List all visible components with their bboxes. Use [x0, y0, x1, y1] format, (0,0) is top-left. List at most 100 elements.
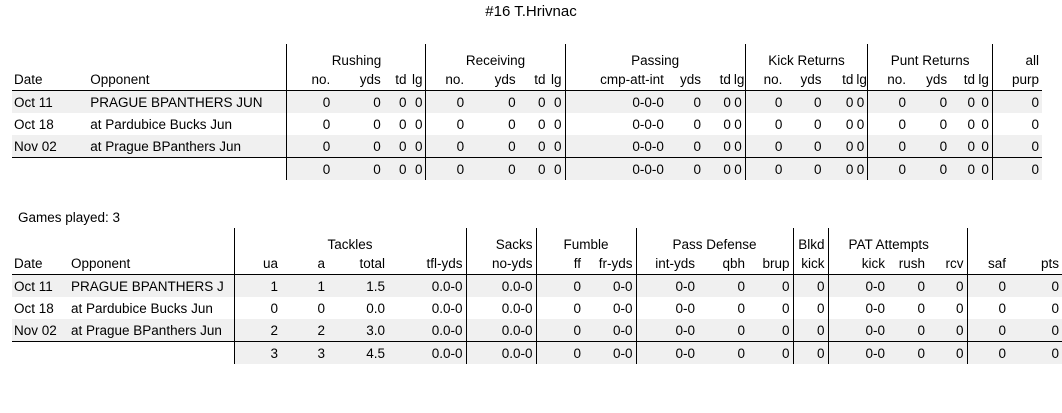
group-receiving: Receiving: [425, 44, 565, 69]
table-cell: 0: [286, 90, 334, 113]
column-header: no.: [286, 69, 334, 91]
table-cell: 0-0: [613, 300, 633, 316]
table-cell: 0: [977, 157, 993, 180]
table-cell: 0: [991, 113, 1042, 135]
table-cell: 0: [845, 116, 854, 132]
table-cell: 0.0-0: [465, 341, 537, 364]
table-cell: 0: [991, 90, 1042, 113]
group-pass-defense: Pass Defense: [635, 228, 794, 253]
table-cell: 0: [981, 116, 989, 132]
offense-group-header-row: Rushing Receiving Passing Kick Returns P…: [12, 44, 1042, 69]
table-cell: 0: [704, 157, 734, 180]
table-row: Oct 11 PRAGUE BPANTHERS J 1 1 1.5 0.0-0 0.0-0 0…: [12, 274, 1062, 297]
column-header: yds: [467, 69, 519, 91]
column-header: purp: [991, 69, 1042, 91]
group-all: all: [991, 44, 1042, 69]
table-cell: 0: [867, 157, 909, 180]
table-row: Oct 18 at Pardubice Bucks Jun 0 0 0 0 0 0 0 0 0-0-…: [12, 113, 1042, 135]
table-cell: 0: [966, 274, 1010, 297]
table-cell: 0: [733, 90, 746, 113]
table-cell: 0: [414, 116, 423, 132]
table-cell: 0: [928, 319, 968, 342]
table-cell: [12, 157, 89, 180]
column-header: no-yds: [465, 253, 537, 275]
table-cell: at Prague BPanthers Jun: [69, 319, 234, 342]
totals-row: 0 0 0 0 0 0 0 0 0-0-0 0 0 0 0 0 0 0 0 0 0 0 0: [12, 157, 1042, 180]
column-header: Opponent: [88, 69, 287, 91]
table-cell: 0: [383, 90, 410, 113]
table-cell: 0: [698, 274, 749, 297]
table-cell: 0: [548, 157, 565, 180]
table-cell: 0: [991, 157, 1042, 180]
column-header: pts: [1009, 253, 1062, 275]
table-cell: 0: [398, 116, 407, 132]
table-cell: 0: [467, 135, 519, 158]
defense-column-header-row: Date Opponent ua a total tfl-yds no-yds ff fr-yd…: [12, 253, 1062, 275]
offense-stats-table: Rushing Receiving Passing Kick Returns P…: [12, 44, 1042, 180]
table-cell: [69, 341, 234, 364]
table-cell: PRAGUE BPANTHERS J: [69, 274, 234, 297]
table-cell: 0: [737, 300, 746, 316]
table-cell: 0.0-0: [465, 319, 537, 342]
column-header: td: [824, 69, 857, 91]
table-cell: 0-0: [827, 341, 889, 364]
table-cell: 3: [281, 341, 328, 364]
table-cell: 0: [409, 135, 426, 158]
totals-row: 3 3 4.5 0.0-0 0.0-0 0 0-0 0-0 0 0 0 0-0 0 0 0 0: [12, 341, 1062, 364]
column-header: ff: [535, 253, 585, 275]
table-cell: 0: [991, 135, 1042, 158]
table-cell: 1.5: [328, 274, 388, 297]
column-header: td: [518, 69, 549, 91]
table-cell: 0: [1009, 341, 1062, 364]
table-cell: 0: [518, 135, 549, 158]
table-cell: 0: [1051, 300, 1060, 316]
table-cell: 0: [535, 297, 585, 319]
table-cell: 0: [704, 90, 734, 113]
table-cell: [12, 341, 69, 364]
table-cell: 0-0: [584, 274, 637, 297]
table-cell: 0: [748, 319, 794, 342]
table-cell: 0: [792, 341, 829, 364]
table-cell: 0: [518, 157, 549, 180]
table-cell: 0: [693, 116, 701, 132]
table-cell: 0: [733, 157, 746, 180]
table-cell: 0: [666, 157, 704, 180]
table-cell: 0: [824, 90, 857, 113]
column-header: no.: [867, 69, 909, 91]
table-cell: 0: [748, 341, 794, 364]
table-cell: 0: [856, 157, 868, 180]
table-cell: 0: [824, 135, 857, 158]
table-cell: 0: [867, 90, 909, 113]
table-cell: 0: [734, 116, 742, 132]
table-cell: 0-0-0: [564, 135, 667, 158]
table-cell: 0: [425, 90, 468, 113]
group-blkd: Blkd: [792, 228, 829, 253]
page-title: #16 T.Hrivnac: [485, 3, 577, 20]
table-cell: 0: [383, 135, 410, 158]
table-cell: 0-0: [584, 341, 637, 364]
table-cell: 0: [508, 116, 516, 132]
table-row: Oct 18 at Pardubice Bucks Jun 0 0 0.0 0.0-0 0.…: [12, 297, 1062, 319]
table-cell: 0: [1009, 274, 1062, 297]
column-header: int-yds: [635, 253, 699, 275]
column-header: yds: [785, 69, 825, 91]
column-header: lg: [548, 69, 565, 91]
table-cell: 0: [553, 116, 562, 132]
table-cell: 0: [956, 300, 964, 316]
table-cell: 1: [233, 274, 281, 297]
column-header: brup: [748, 253, 794, 275]
table-cell: 0: [856, 116, 865, 132]
column-header: kick: [827, 253, 889, 275]
table-cell: 0: [548, 90, 565, 113]
column-header: cmp-att-int: [564, 69, 667, 91]
table-cell: 0: [383, 157, 410, 180]
table-cell: 0: [704, 135, 734, 158]
table-cell: 0: [733, 135, 746, 158]
group-punt-returns: Punt Returns: [867, 44, 993, 69]
column-header: yds: [908, 69, 951, 91]
table-cell: 0: [333, 90, 384, 113]
table-cell: 0: [966, 341, 1010, 364]
table-cell: Oct 18: [14, 116, 54, 132]
table-cell: 0: [785, 135, 825, 158]
table-cell: 0: [928, 274, 968, 297]
